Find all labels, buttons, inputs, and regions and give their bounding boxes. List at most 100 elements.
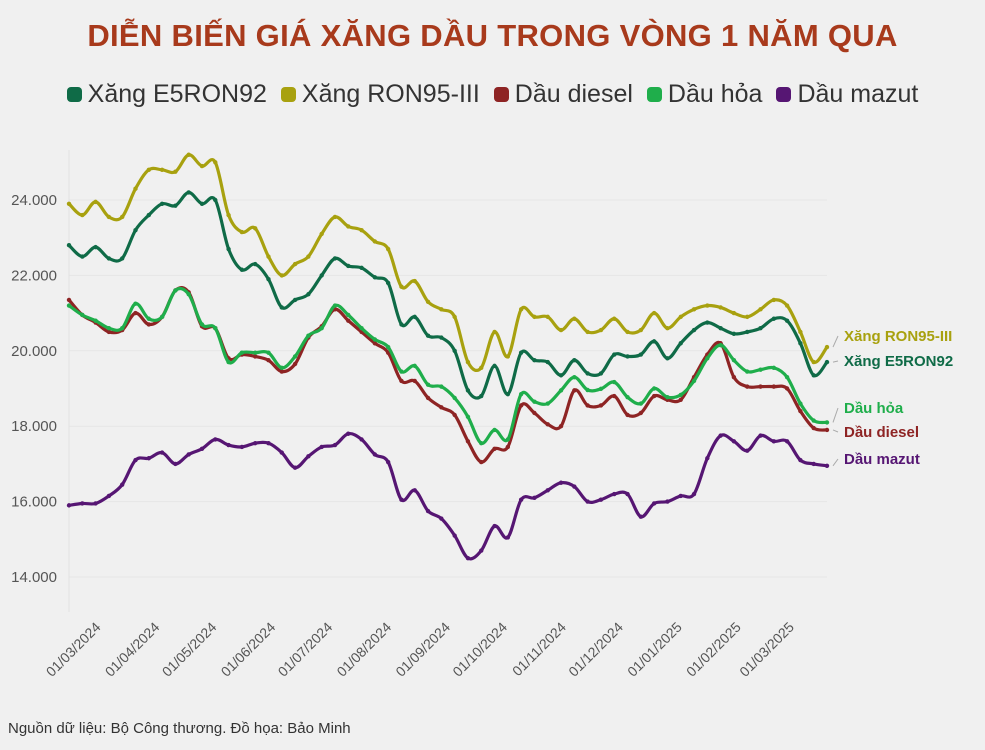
- series-end-label: Xăng RON95-III: [844, 328, 952, 345]
- data-point: [625, 394, 630, 400]
- data-point: [266, 350, 271, 355]
- data-point: [638, 514, 644, 519]
- legend-item-diesel: Dầu diesel: [493, 80, 633, 109]
- data-point: [532, 358, 537, 363]
- data-point: [66, 243, 72, 248]
- data-point: [505, 391, 511, 397]
- data-point: [66, 201, 72, 206]
- data-point: [306, 333, 311, 338]
- data-point: [612, 316, 617, 321]
- data-point: [492, 427, 497, 433]
- data-point: [439, 405, 444, 410]
- data-point: [279, 369, 284, 374]
- data-point: [572, 374, 577, 380]
- data-point: [465, 555, 471, 561]
- x-tick-label: 01/02/2025: [683, 619, 744, 680]
- data-point: [159, 450, 165, 455]
- data-point: [465, 414, 471, 419]
- data-point: [718, 342, 723, 348]
- legend-marker: [776, 87, 792, 102]
- data-point: [705, 320, 710, 325]
- data-point: [718, 305, 723, 310]
- data-point: [252, 350, 258, 355]
- label-connector: [832, 335, 839, 348]
- x-tick-label: 01/03/2025: [736, 619, 797, 680]
- data-point: [133, 301, 138, 306]
- data-point: [412, 278, 417, 284]
- data-point: [399, 378, 404, 384]
- chart-title: DIỄN BIẾN GIÁ XĂNG DẦU TRONG VÒNG 1 NĂM …: [87, 18, 898, 53]
- data-point: [479, 393, 484, 399]
- data-point: [412, 488, 417, 493]
- data-point: [758, 367, 763, 372]
- data-point: [93, 244, 98, 250]
- data-point: [678, 397, 683, 403]
- data-point: [239, 229, 245, 235]
- data-point: [106, 493, 112, 499]
- data-point: [80, 501, 85, 506]
- x-tick-label: 01/05/2024: [159, 619, 220, 680]
- data-point: [106, 329, 112, 335]
- data-point: [811, 359, 816, 365]
- data-point: [319, 444, 324, 450]
- data-point: [452, 314, 457, 320]
- data-point: [758, 307, 763, 312]
- data-point: [199, 163, 205, 169]
- data-point: [80, 312, 85, 318]
- data-point: [106, 214, 112, 220]
- data-point: [705, 456, 710, 461]
- data-point: [705, 356, 710, 361]
- data-point: [518, 350, 524, 355]
- data-point: [372, 239, 378, 244]
- data-point: [545, 422, 550, 427]
- data-point: [824, 427, 830, 433]
- data-point: [545, 488, 550, 493]
- legend-label: Dầu mazut: [797, 80, 919, 108]
- data-point: [651, 386, 657, 391]
- data-point: [346, 224, 351, 229]
- data-point: [425, 395, 431, 401]
- data-point: [798, 329, 803, 335]
- data-point: [239, 267, 245, 272]
- data-point: [545, 401, 550, 406]
- label-connector: [832, 458, 839, 467]
- data-point: [558, 424, 564, 429]
- data-point: [532, 399, 537, 404]
- data-point: [226, 212, 231, 218]
- data-point: [80, 254, 85, 259]
- data-point: [66, 303, 72, 308]
- data-point: [173, 461, 178, 467]
- data-point: [811, 461, 816, 467]
- x-tick-label: 01/09/2024: [392, 619, 453, 680]
- data-point: [558, 327, 564, 333]
- data-point: [585, 371, 590, 376]
- data-point: [133, 310, 138, 316]
- data-point: [678, 392, 683, 398]
- data-point: [771, 384, 777, 389]
- data-point: [572, 388, 577, 393]
- data-point: [625, 354, 630, 359]
- data-point: [173, 203, 178, 208]
- legend-marker: [280, 87, 296, 102]
- data-point: [385, 280, 391, 286]
- legend-label: Dầu hỏa: [667, 80, 763, 108]
- data-point: [479, 440, 484, 446]
- series-line: [67, 286, 828, 464]
- data-point: [691, 491, 697, 497]
- data-point: [186, 190, 191, 195]
- data-point: [119, 214, 125, 220]
- data-point: [651, 310, 657, 316]
- data-point: [731, 310, 737, 316]
- x-tick-label: 01/03/2024: [43, 619, 104, 680]
- data-point: [425, 299, 431, 304]
- x-tick-label: 01/11/2024: [509, 619, 569, 679]
- x-tick-label: 01/12/2024: [565, 619, 626, 680]
- x-tick-label: 01/07/2024: [275, 619, 336, 680]
- series-line: [67, 153, 829, 373]
- data-point: [452, 395, 457, 401]
- data-point: [625, 491, 630, 497]
- data-point: [213, 437, 218, 442]
- data-point: [718, 325, 723, 331]
- data-point: [66, 297, 72, 303]
